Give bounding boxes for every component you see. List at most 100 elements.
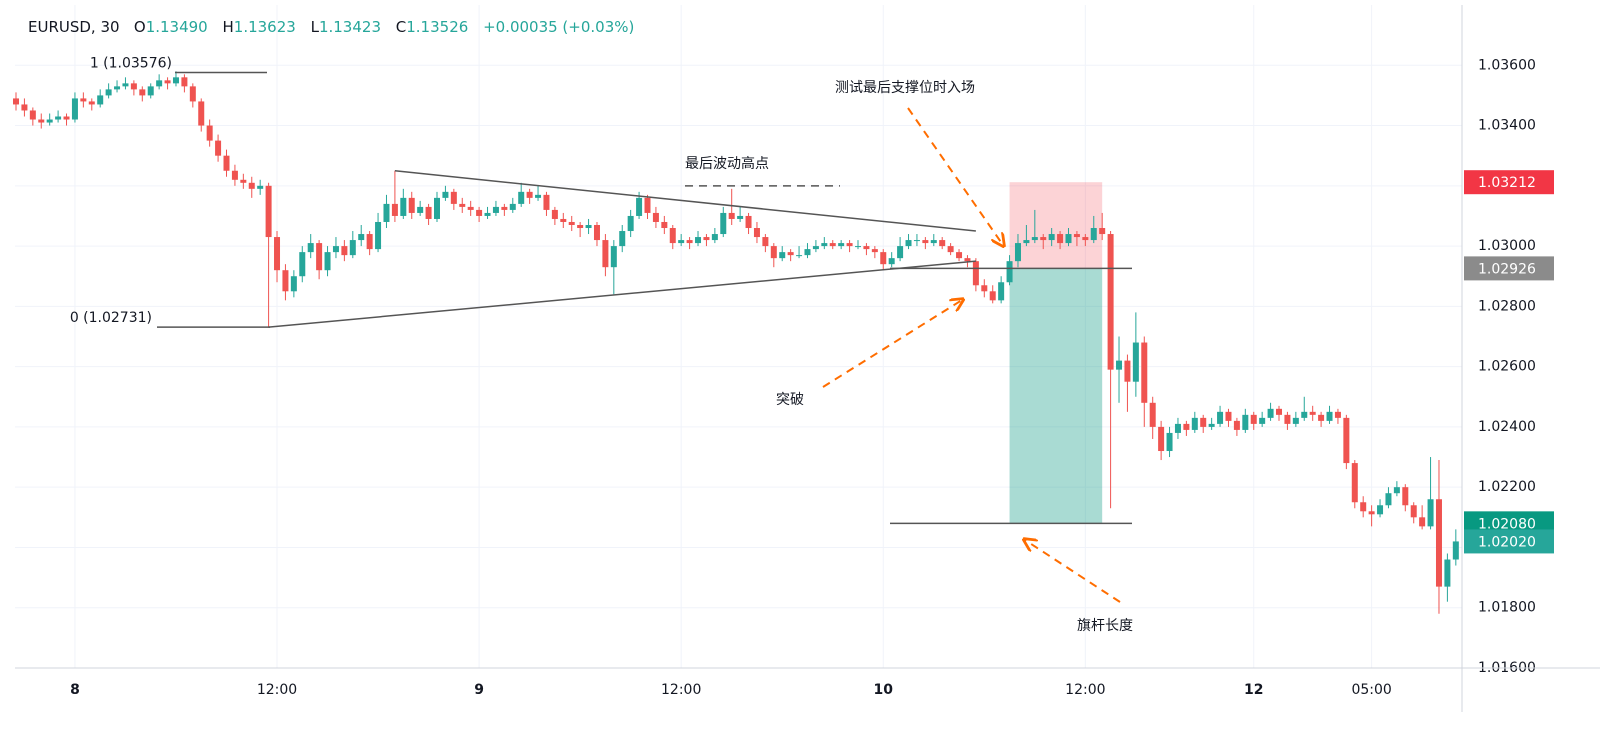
candle-body xyxy=(1217,411,1224,424)
candle-body xyxy=(282,270,289,292)
x-tick-label: 12 xyxy=(1244,682,1263,698)
candle-body xyxy=(467,206,474,210)
candle-body xyxy=(46,119,53,123)
candle-body xyxy=(1452,541,1459,560)
candle-body xyxy=(1040,237,1047,241)
candle-body xyxy=(871,249,878,253)
y-tick-label: 1.02800 xyxy=(1478,298,1536,314)
candle-body xyxy=(787,252,794,256)
candle-body xyxy=(1309,411,1316,415)
candle-body xyxy=(383,203,390,222)
candle-body xyxy=(88,101,95,105)
candle-body xyxy=(1225,411,1232,421)
candle-body xyxy=(316,243,323,271)
candle-body xyxy=(459,203,466,207)
candle-body xyxy=(172,77,179,84)
candle-body xyxy=(189,86,196,102)
label: O xyxy=(133,18,146,36)
x-tick-label: 05:00 xyxy=(1351,682,1391,698)
candle-body xyxy=(1419,517,1426,527)
candle-body xyxy=(484,212,491,216)
arrow xyxy=(1025,540,1121,603)
candle-body xyxy=(602,240,609,268)
candle-body xyxy=(770,246,777,259)
x-tick-label: 8 xyxy=(70,682,80,698)
drawings: 1 (1.03576) 0 (1.02731) xyxy=(70,56,1132,525)
candle-body xyxy=(905,240,912,247)
candle-body xyxy=(1427,499,1434,527)
candle-body xyxy=(80,98,87,102)
label: H xyxy=(222,18,234,36)
candle-body xyxy=(956,252,963,259)
candle-body xyxy=(846,243,853,247)
candle-body xyxy=(855,246,861,248)
candle-body xyxy=(240,179,247,183)
candle-body xyxy=(1267,408,1274,418)
candle-body xyxy=(695,237,702,244)
candle-body xyxy=(1393,487,1400,494)
candle-body xyxy=(1292,417,1299,424)
candle-body xyxy=(1057,234,1064,244)
candle-body xyxy=(779,252,786,259)
candle-body xyxy=(1166,432,1173,452)
candle-body xyxy=(1014,243,1021,262)
candle-body xyxy=(678,240,685,244)
candle-body xyxy=(349,240,356,256)
candle-body xyxy=(728,212,735,219)
candle-body xyxy=(223,155,230,171)
candle-body xyxy=(71,98,78,120)
candle-body xyxy=(105,89,112,96)
candle-body xyxy=(1158,426,1165,452)
candle-body xyxy=(97,95,104,105)
candle-body xyxy=(652,212,659,222)
candle-body xyxy=(838,243,845,247)
y-tick-label: 1.03600 xyxy=(1478,57,1536,73)
candle-body xyxy=(644,197,651,213)
candle-body xyxy=(720,212,727,235)
candle-body xyxy=(989,291,996,301)
fib-label: 1 (1.03576) xyxy=(90,56,172,72)
candle-body xyxy=(619,231,626,247)
y-tick-label: 1.02200 xyxy=(1478,479,1536,495)
candle-body xyxy=(737,215,744,219)
candle-body xyxy=(577,224,584,229)
symbol: EURUSD, 30 xyxy=(28,18,120,36)
trendline xyxy=(268,260,976,328)
y-tick-label: 1.02400 xyxy=(1478,419,1536,435)
candle-body xyxy=(375,221,382,250)
price-badge-label: 1.03212 xyxy=(1478,175,1536,191)
candle-body xyxy=(1090,228,1097,241)
candle-body xyxy=(139,89,146,96)
candle-body xyxy=(762,237,769,247)
stop-zone xyxy=(1009,182,1103,269)
candle-body xyxy=(1023,240,1030,244)
candle-body xyxy=(1250,414,1257,424)
annotation: 最后波动高点 xyxy=(685,155,769,172)
candle-body xyxy=(829,243,836,247)
y-tick-label: 1.02600 xyxy=(1478,359,1536,375)
price-badge xyxy=(1464,256,1554,281)
candle-body xyxy=(972,261,979,286)
annotation: 测试最后支撑位时入场 xyxy=(835,80,975,96)
candle-body xyxy=(981,285,988,292)
candle-body xyxy=(947,246,954,253)
x-tick-label: 10 xyxy=(874,682,894,698)
candle-body xyxy=(535,194,542,198)
candle-body xyxy=(1183,423,1190,430)
annotation: 旗杆长度 xyxy=(1077,618,1133,634)
value: 1.13423 xyxy=(318,18,381,36)
candle-body xyxy=(1141,342,1148,403)
candle-body xyxy=(13,98,19,105)
candle-body xyxy=(585,224,592,229)
candle-body xyxy=(1006,261,1013,283)
price-badge xyxy=(1464,529,1554,554)
candle-body xyxy=(332,246,339,253)
candle-body xyxy=(1107,234,1114,370)
candle-body xyxy=(610,246,617,268)
candle-body xyxy=(265,185,272,238)
candle-body xyxy=(551,209,558,219)
candle-body xyxy=(1174,423,1181,433)
